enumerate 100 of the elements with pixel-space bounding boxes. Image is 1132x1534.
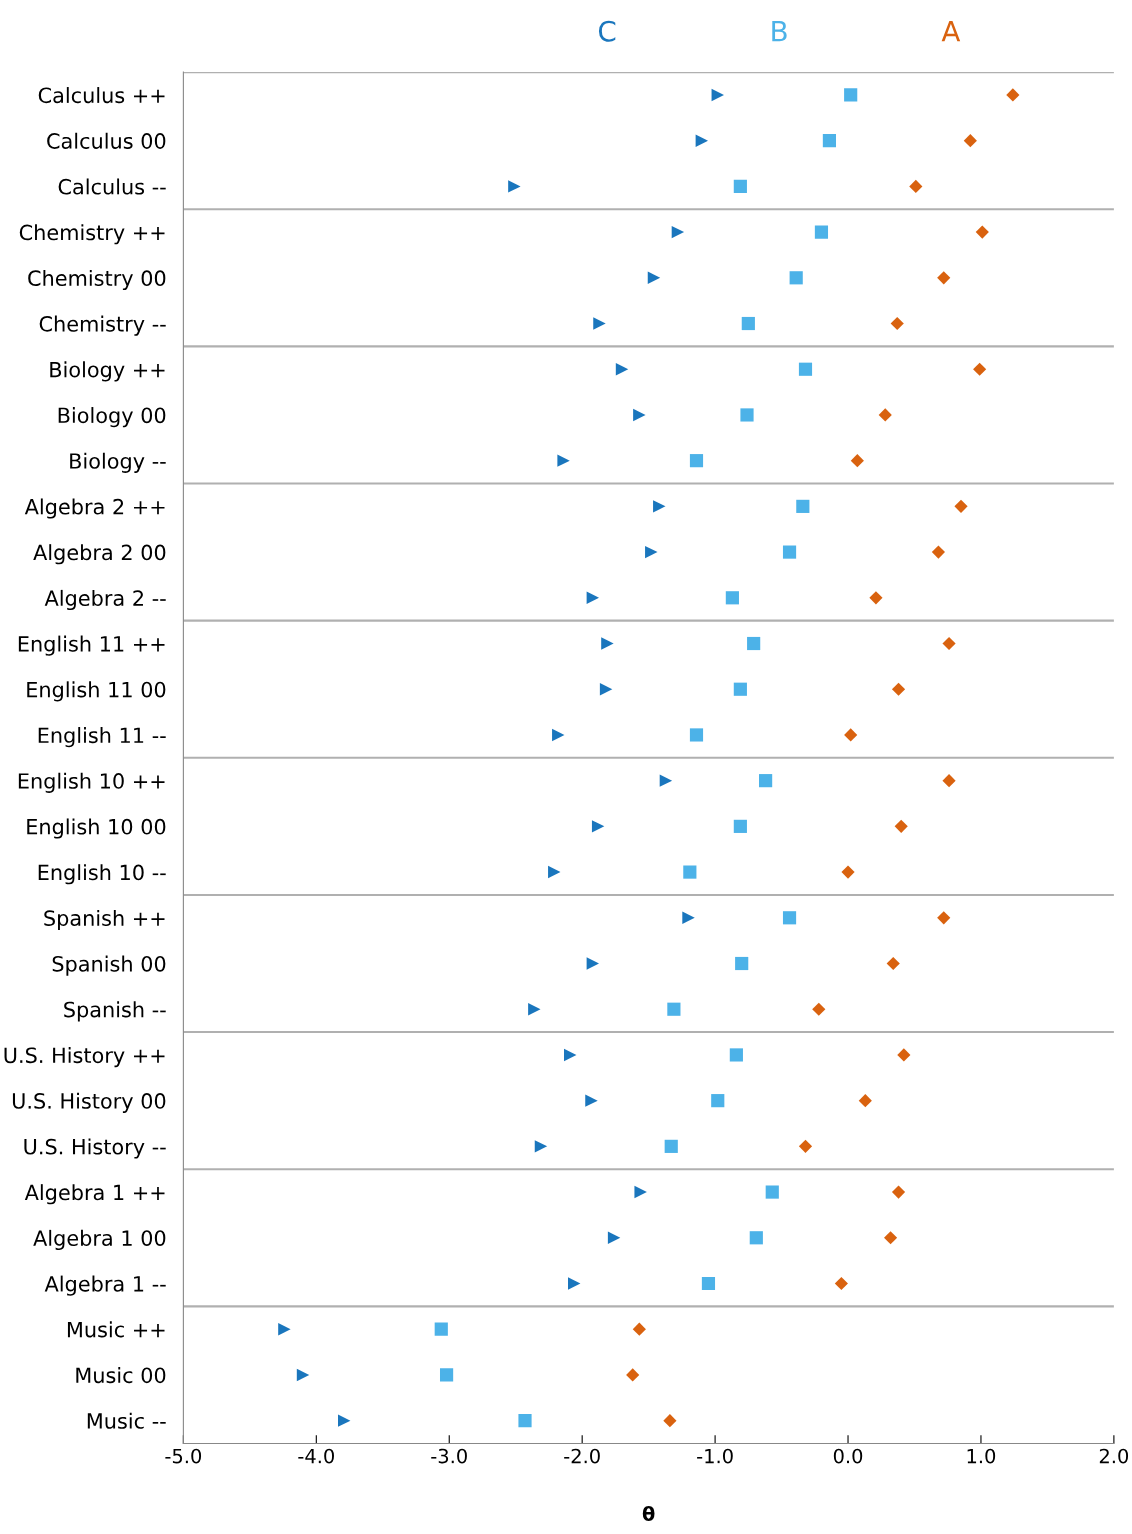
y-tick-label: Algebra 1 00	[33, 1229, 166, 1251]
point	[798, 362, 813, 376]
y-tick-label: Chemistry 00	[28, 269, 166, 291]
x-tick-label: 2.0	[1099, 1448, 1129, 1464]
point	[667, 1002, 681, 1016]
point	[711, 88, 724, 102]
y-tick-label: Algebra 2 00	[33, 544, 166, 565]
y-tick-label: Algebra 1 ++	[24, 1184, 165, 1205]
text: A	[941, 21, 961, 42]
point	[886, 956, 900, 971]
point	[725, 591, 739, 605]
text: B	[772, 21, 787, 42]
y-tick-label: Spanish --	[64, 1001, 166, 1022]
point	[789, 271, 803, 285]
point	[891, 682, 906, 696]
point	[963, 134, 977, 148]
y-tick-label: Algebra 1 --	[44, 1275, 166, 1296]
point	[683, 865, 697, 879]
x-axis-title: θ	[642, 1505, 655, 1522]
point	[740, 408, 754, 422]
point	[633, 408, 646, 422]
y-tick-label: English 11 00	[27, 681, 166, 702]
point	[890, 316, 904, 331]
text: C	[598, 20, 616, 42]
point	[440, 1368, 454, 1382]
point	[735, 956, 749, 971]
x-tick-label: -5.0	[165, 1448, 202, 1464]
x-tick-label: -3.0	[431, 1448, 467, 1464]
point	[591, 820, 605, 833]
point	[671, 225, 685, 239]
y-tick-label: Music 00	[76, 1367, 166, 1384]
point	[878, 408, 892, 422]
point	[834, 1276, 848, 1291]
point	[733, 819, 747, 833]
point	[528, 1003, 541, 1016]
point	[586, 591, 600, 605]
point	[749, 1231, 763, 1245]
point	[552, 728, 565, 742]
point	[601, 637, 614, 650]
point	[607, 1231, 621, 1244]
y-tick-label: Biology ++	[50, 361, 165, 382]
point	[557, 454, 570, 467]
point	[798, 1139, 813, 1153]
point	[765, 1185, 779, 1199]
x-tick-label: -1.0	[697, 1448, 733, 1464]
point	[593, 317, 606, 330]
y-tick-label: English 10 --	[38, 864, 166, 885]
y-tick-label: English 11 ++	[18, 635, 165, 656]
y-tick-label: Calculus ++	[38, 87, 165, 104]
x-tick-label: 0.0	[833, 1448, 863, 1464]
x-tick-label: -4.0	[298, 1448, 334, 1464]
y-tick-label: U.S. History 00	[12, 1092, 166, 1113]
y-tick-label: Chemistry ++	[19, 224, 165, 245]
point	[278, 1323, 291, 1336]
point	[796, 499, 810, 513]
point	[567, 1277, 581, 1290]
x-tick-label: 1.0	[967, 1448, 996, 1464]
point	[664, 1139, 678, 1153]
point	[733, 682, 747, 696]
point	[585, 1094, 598, 1107]
point	[741, 316, 755, 331]
point	[729, 1048, 743, 1062]
point	[942, 636, 956, 651]
y-tick-label: Calculus --	[58, 178, 166, 195]
point	[645, 545, 658, 559]
point	[586, 957, 600, 970]
point	[937, 271, 951, 285]
point	[508, 180, 521, 193]
point	[812, 1002, 826, 1016]
y-tick-label: Algebra 2 ++	[24, 498, 165, 519]
y-tick-label: English 11 --	[38, 727, 166, 748]
point	[296, 1368, 310, 1382]
point	[822, 134, 837, 148]
point	[897, 1048, 911, 1062]
point	[782, 911, 797, 925]
point	[733, 179, 747, 193]
point	[954, 499, 968, 513]
point	[682, 911, 695, 924]
point	[534, 1140, 548, 1153]
point	[647, 271, 661, 285]
x-tick-label: -2.0	[564, 1448, 600, 1464]
point	[975, 225, 989, 239]
point	[659, 774, 673, 787]
point	[814, 225, 829, 239]
y-tick-label: Biology --	[70, 452, 166, 473]
y-tick-label: Music ++	[67, 1321, 165, 1338]
point	[653, 500, 666, 513]
point	[338, 1414, 351, 1427]
point	[858, 1094, 872, 1108]
point	[689, 454, 704, 468]
point	[909, 179, 923, 193]
point	[844, 728, 858, 742]
point	[599, 683, 613, 696]
point	[942, 774, 956, 788]
point	[689, 728, 704, 742]
y-tick-label: Spanish ++	[44, 909, 165, 931]
point	[711, 1094, 725, 1108]
y-tick-label: Music --	[87, 1412, 166, 1429]
y-tick-label: Chemistry --	[39, 315, 166, 336]
point	[634, 1185, 647, 1199]
